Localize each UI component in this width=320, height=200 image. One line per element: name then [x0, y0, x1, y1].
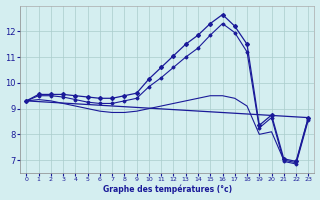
- X-axis label: Graphe des températures (°c): Graphe des températures (°c): [103, 185, 232, 194]
